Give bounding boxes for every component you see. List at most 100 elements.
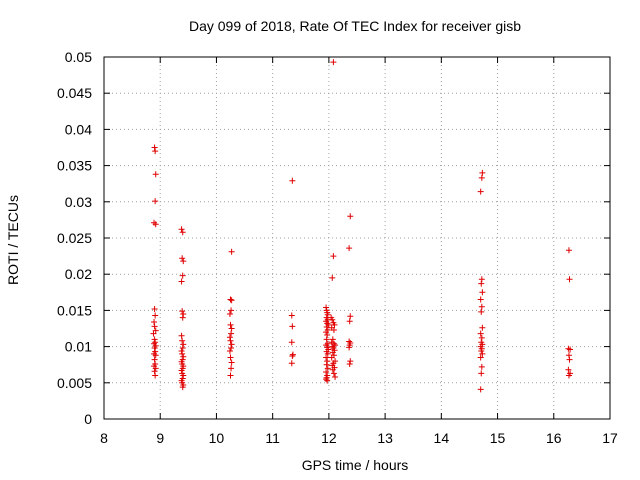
data-point	[151, 305, 158, 312]
chart-title: Day 099 of 2018, Rate Of TEC Index for r…	[189, 18, 521, 34]
y-tick-label: 0.02	[65, 266, 92, 282]
data-point	[289, 323, 296, 330]
data-point	[180, 311, 187, 318]
data-point	[477, 386, 484, 393]
data-point	[329, 366, 336, 373]
data-point	[323, 304, 330, 311]
data-point	[478, 363, 485, 370]
data-point	[323, 368, 330, 375]
data-point	[330, 253, 337, 260]
data-point	[323, 376, 330, 383]
data-point	[228, 365, 235, 372]
data-point	[227, 321, 234, 328]
y-tick-label: 0.035	[57, 158, 92, 174]
data-point	[179, 350, 186, 357]
data-point	[227, 372, 234, 379]
data-point	[330, 326, 337, 333]
data-point	[324, 365, 331, 372]
data-point	[228, 307, 235, 314]
data-point	[329, 349, 336, 356]
data-point	[329, 316, 336, 323]
data-point	[179, 255, 186, 262]
x-tick-label: 15	[490, 430, 506, 446]
data-point	[151, 368, 158, 375]
data-points	[150, 59, 574, 393]
data-point	[324, 350, 331, 357]
y-tick-label: 0.01	[65, 339, 92, 355]
data-point	[289, 353, 296, 360]
data-point	[228, 341, 235, 348]
data-point	[328, 354, 335, 361]
data-point	[329, 343, 336, 350]
data-point	[329, 336, 336, 343]
data-point	[178, 347, 185, 354]
grid-lines	[104, 57, 610, 419]
data-point	[329, 274, 336, 281]
y-tick-label: 0.005	[57, 375, 92, 391]
y-tick-label: 0.03	[65, 194, 92, 210]
data-point	[566, 356, 573, 363]
data-point	[228, 345, 235, 352]
data-point	[346, 344, 353, 351]
data-point	[478, 347, 485, 354]
data-point	[179, 308, 186, 315]
data-point	[479, 350, 486, 357]
data-point	[330, 59, 337, 66]
y-tick-label: 0.015	[57, 302, 92, 318]
data-point	[228, 330, 235, 337]
x-tick-label: 14	[434, 430, 450, 446]
data-point	[151, 336, 158, 343]
data-point	[152, 352, 159, 359]
data-point	[566, 276, 573, 283]
data-point	[565, 366, 572, 373]
data-point	[151, 318, 158, 325]
data-point	[347, 213, 354, 220]
data-point	[228, 359, 235, 366]
data-point	[180, 353, 187, 360]
data-point	[346, 338, 353, 345]
data-point	[323, 336, 330, 343]
data-point	[179, 272, 186, 279]
x-tick-label: 16	[546, 430, 562, 446]
data-point	[151, 323, 158, 330]
data-point	[228, 325, 235, 332]
data-point	[324, 320, 331, 327]
data-point	[479, 324, 486, 331]
data-point	[331, 321, 338, 328]
data-point	[477, 296, 484, 303]
data-point	[478, 303, 485, 310]
data-point	[152, 198, 159, 205]
data-point	[324, 332, 331, 339]
data-point	[288, 312, 295, 319]
data-point	[323, 374, 330, 381]
x-tick-label: 11	[265, 430, 280, 446]
data-point	[178, 226, 185, 233]
data-point	[477, 354, 484, 361]
data-point	[289, 351, 296, 358]
data-point	[330, 370, 337, 377]
y-tick-label: 0.04	[65, 121, 92, 137]
data-point	[227, 354, 234, 361]
y-tick-label: 0	[84, 411, 92, 427]
data-point	[227, 337, 234, 344]
data-point	[478, 370, 485, 377]
y-axis-label: ROTI / TECUs	[5, 195, 21, 285]
data-point	[180, 341, 187, 348]
x-axis: 8 9 10 11 12 13 14 15 16 17	[100, 57, 618, 446]
data-point	[478, 276, 485, 283]
data-point	[152, 171, 159, 178]
y-tick-label: 0.025	[57, 230, 92, 246]
data-point	[323, 329, 330, 336]
data-point	[288, 339, 295, 346]
x-tick-label: 9	[156, 430, 164, 446]
data-point	[178, 367, 185, 374]
data-point	[346, 318, 353, 325]
data-point	[228, 297, 235, 304]
x-tick-label: 17	[602, 430, 618, 446]
data-point	[347, 313, 354, 320]
data-point	[347, 358, 354, 365]
data-point	[565, 372, 572, 379]
y-tick-label: 0.045	[57, 85, 92, 101]
data-point	[478, 174, 485, 181]
data-point	[288, 360, 295, 367]
